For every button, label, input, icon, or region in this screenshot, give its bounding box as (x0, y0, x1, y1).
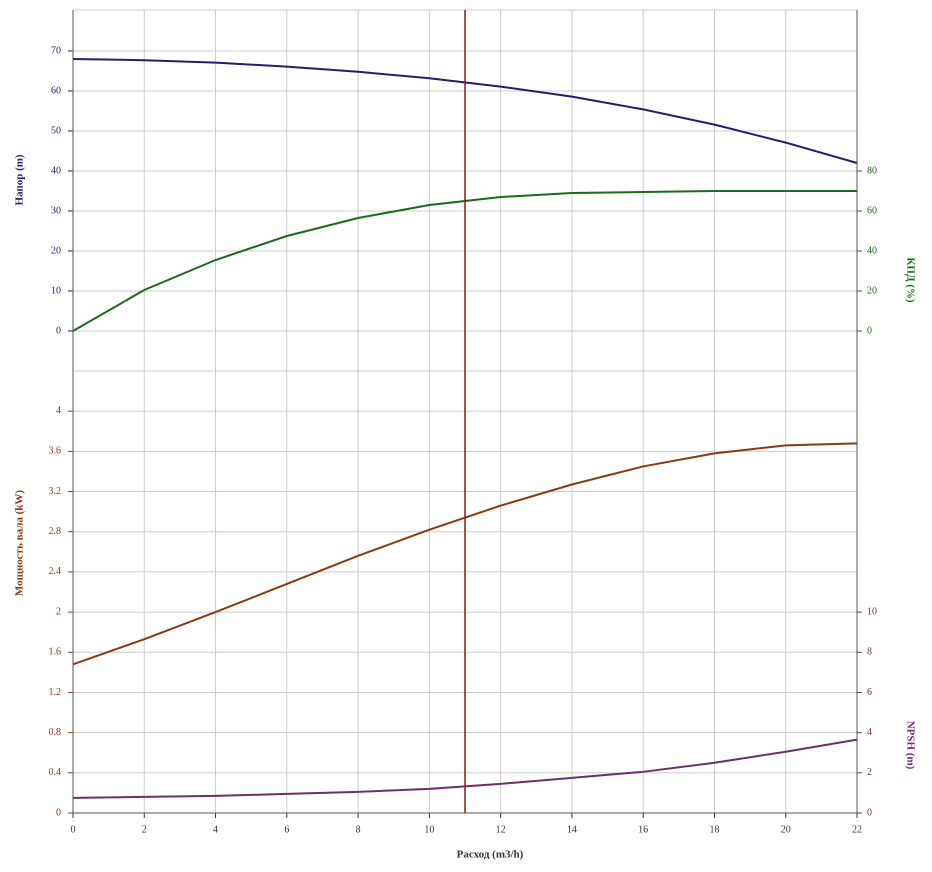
x-tick-label: 16 (638, 824, 648, 835)
y-tick-label: 1.2 (49, 687, 62, 698)
y2-tick-label: 8 (867, 647, 872, 658)
y-tick-label: 60 (51, 85, 61, 96)
y-tick-label: 10 (51, 285, 61, 296)
y2-axis-label: КПД (%) (904, 257, 916, 303)
y2-tick-label: 40 (867, 245, 877, 256)
y2-tick-label: 80 (867, 165, 877, 176)
y-axis-label: Мощность вала (kW) (14, 490, 26, 596)
y-tick-label: 2.4 (49, 566, 62, 577)
y-tick-label: 50 (51, 125, 61, 136)
y-tick-label: 20 (51, 245, 61, 256)
y2-tick-label: 10 (867, 606, 877, 617)
y-tick-label: 30 (51, 205, 61, 216)
y-tick-label: 3.6 (49, 446, 62, 457)
y-tick-label: 70 (51, 45, 61, 56)
x-tick-label: 6 (284, 824, 289, 835)
y-tick-label: 0.8 (49, 727, 62, 738)
x-tick-label: 20 (781, 824, 791, 835)
y2-tick-label: 0 (867, 807, 872, 818)
y2-tick-label: 4 (867, 727, 872, 738)
y-tick-label: 3.2 (49, 486, 62, 497)
x-tick-label: 4 (213, 824, 218, 835)
y-tick-label: 40 (51, 165, 61, 176)
x-tick-label: 2 (142, 824, 147, 835)
y-tick-label: 1.6 (49, 647, 62, 658)
y-tick-label: 0 (56, 325, 61, 336)
y2-tick-label: 20 (867, 285, 877, 296)
x-tick-label: 14 (567, 824, 577, 835)
x-tick-label: 12 (496, 824, 506, 835)
y-tick-label: 2 (56, 606, 61, 617)
x-tick-label: 18 (709, 824, 719, 835)
y2-axis-label: NPSH (m) (904, 721, 916, 770)
x-tick-label: 8 (356, 824, 361, 835)
y-axis-label: Напор (m) (14, 154, 26, 205)
y-tick-label: 0 (56, 807, 61, 818)
x-axis-label: Расход (m3/h) (457, 849, 524, 861)
y-tick-label: 0.4 (49, 767, 62, 778)
y-tick-label: 4 (56, 405, 61, 416)
y2-tick-label: 2 (867, 767, 872, 778)
y2-tick-label: 60 (867, 205, 877, 216)
y2-tick-label: 0 (867, 325, 872, 336)
x-tick-label: 22 (852, 824, 862, 835)
x-tick-label: 0 (71, 824, 76, 835)
y2-tick-label: 6 (867, 687, 872, 698)
y-tick-label: 2.8 (49, 526, 62, 537)
x-tick-label: 10 (424, 824, 434, 835)
